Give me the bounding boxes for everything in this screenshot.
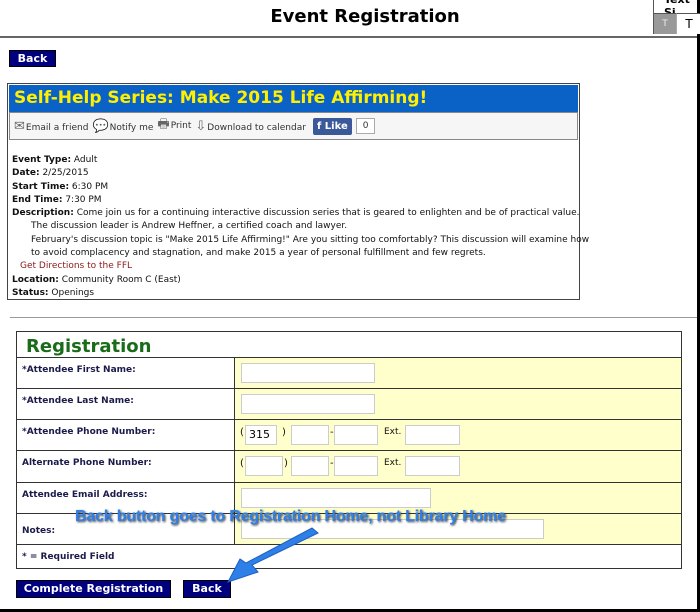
email-input[interactable]: [241, 488, 431, 508]
phone-ext-input[interactable]: [405, 425, 460, 445]
alt-phone-prefix-input[interactable]: [291, 456, 329, 476]
label: Event Type:: [12, 155, 72, 165]
alt-phone-line-input[interactable]: [334, 456, 378, 476]
ext-label: Ext.: [384, 458, 402, 468]
label: Date:: [12, 168, 40, 179]
label: Description:: [12, 208, 74, 219]
page-title: Event Registration: [270, 6, 460, 27]
start-time: 6:30 PM: [71, 181, 109, 192]
label: End Time:: [12, 194, 63, 205]
paren: (: [240, 427, 244, 438]
download-calendar-link[interactable]: ⇩Download to calendar: [195, 118, 306, 134]
speech-bubble-icon: 💬: [92, 118, 109, 134]
divider: [10, 317, 697, 318]
facebook-like-button[interactable]: f Like: [312, 117, 352, 135]
label: Status:: [12, 287, 49, 298]
email-label: Attendee Email Address:: [22, 490, 148, 500]
event-date: 2/25/2015: [42, 168, 89, 179]
text-size-label: Text Si: [664, 0, 700, 19]
end-time: 7:30 PM: [65, 194, 102, 205]
envelope-icon: ✉: [14, 118, 25, 134]
alt-phone-area-input[interactable]: [245, 456, 283, 476]
status: Openings: [51, 287, 95, 298]
back-button-top[interactable]: Back: [9, 50, 56, 67]
like-count: 0: [355, 118, 376, 134]
alt-phone-ext-input[interactable]: [405, 456, 460, 476]
description-line: to avoid complacency and stagnation, and…: [31, 248, 486, 259]
first-name-input[interactable]: [241, 363, 375, 383]
registration-form: Registration *Attendee First Name: *Atte…: [16, 331, 682, 569]
event-toolbar: ✉Email a friend 💬Notify me 🖶Print ⇩Downl…: [9, 112, 578, 140]
text-size-small-button[interactable]: T: [654, 13, 676, 34]
first-name-row: *Attendee First Name:: [17, 357, 681, 388]
annotation-text: Back button goes to Registration Home, n…: [75, 508, 506, 525]
location: Community Room C (East): [61, 274, 181, 285]
dash: -: [330, 458, 334, 469]
ext-label: Ext.: [384, 427, 402, 437]
alt-phone-row: Alternate Phone Number: ( ) - Ext.: [17, 450, 681, 482]
facebook-icon: f: [316, 120, 325, 132]
text-size-widget: Text Si T T: [653, 0, 700, 34]
paren: ): [284, 458, 288, 469]
email-row: Attendee Email Address:: [17, 482, 681, 513]
printer-icon: 🖶: [157, 117, 170, 132]
notify-me-link[interactable]: 💬Notify me: [92, 118, 154, 134]
event-type: Adult: [73, 155, 98, 165]
directions-link[interactable]: Get Directions to the FFL: [20, 261, 133, 272]
last-name-input[interactable]: [241, 394, 375, 414]
registration-title: Registration: [26, 336, 152, 357]
notes-label: Notes:: [22, 526, 56, 536]
event-title: Self-Help Series: Make 2015 Life Affirmi…: [9, 85, 578, 112]
phone-row: *Attendee Phone Number: ( 315 ) - Ext.: [17, 419, 681, 450]
last-name-row: *Attendee Last Name:: [17, 388, 681, 419]
back-button-bottom[interactable]: Back: [183, 580, 231, 598]
event-details: Event Type: Adult Date: 2/25/2015 Start …: [12, 154, 590, 300]
label: Start Time:: [12, 181, 70, 192]
description-line: February's discussion topic is "Make 201…: [31, 234, 590, 245]
dash: -: [330, 427, 334, 438]
phone-line-input[interactable]: [334, 425, 378, 445]
download-arrow-icon: ⇩: [195, 118, 207, 134]
required-row: * = Required Field: [17, 544, 681, 568]
alt-phone-label: Alternate Phone Number:: [22, 458, 152, 468]
phone-area-input[interactable]: 315: [245, 425, 277, 445]
text-size-large-button[interactable]: T: [676, 13, 700, 34]
event-panel: Self-Help Series: Make 2015 Life Affirmi…: [7, 83, 590, 300]
phone-label: *Attendee Phone Number:: [22, 427, 156, 437]
required-note: * = Required Field: [22, 552, 115, 562]
label: Location:: [12, 274, 59, 285]
phone-prefix-input[interactable]: [291, 425, 329, 445]
last-name-label: *Attendee Last Name:: [22, 396, 134, 406]
description: Come join us for a continuing interactiv…: [76, 208, 580, 219]
paren: ): [282, 427, 286, 438]
description-line: The discussion leader is Andrew Heffner,…: [31, 221, 348, 232]
print-link[interactable]: 🖶Print: [157, 115, 191, 137]
divider: [0, 36, 697, 38]
email-friend-link[interactable]: ✉Email a friend: [14, 118, 89, 134]
complete-registration-button[interactable]: Complete Registration: [16, 580, 171, 598]
paren: (: [240, 458, 244, 469]
first-name-label: *Attendee First Name:: [22, 365, 136, 375]
